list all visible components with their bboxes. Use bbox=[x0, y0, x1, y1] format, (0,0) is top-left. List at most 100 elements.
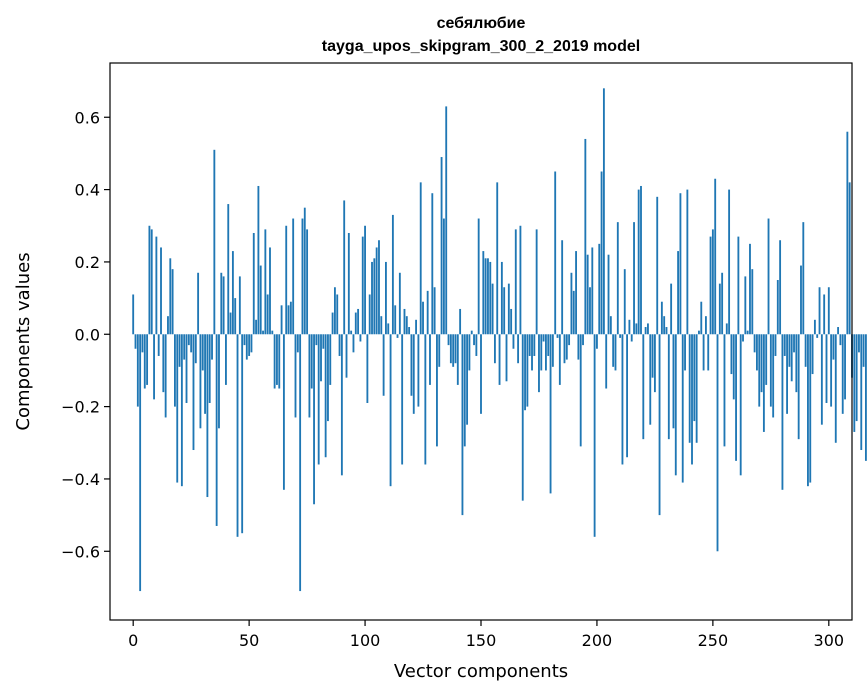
bar bbox=[266, 294, 269, 335]
bar bbox=[614, 334, 617, 371]
bar bbox=[684, 334, 686, 371]
bar bbox=[324, 334, 327, 458]
bar bbox=[686, 189, 689, 335]
bar bbox=[540, 334, 543, 371]
bar bbox=[691, 334, 693, 465]
bar bbox=[579, 334, 582, 447]
bar bbox=[591, 247, 594, 335]
bar bbox=[584, 138, 587, 335]
bar bbox=[366, 334, 369, 403]
bar bbox=[454, 334, 457, 364]
bar bbox=[146, 334, 149, 385]
bar bbox=[837, 327, 840, 335]
bar bbox=[445, 106, 448, 335]
bar bbox=[498, 334, 501, 385]
bar bbox=[524, 334, 526, 411]
bar bbox=[674, 334, 677, 476]
bar bbox=[241, 334, 244, 534]
bar bbox=[505, 334, 508, 382]
bar bbox=[222, 276, 225, 335]
bar bbox=[180, 334, 183, 487]
bar bbox=[656, 196, 659, 335]
bar bbox=[183, 334, 186, 360]
bar bbox=[721, 272, 724, 335]
y-tick-label: 0.4 bbox=[75, 181, 100, 200]
bar bbox=[401, 334, 404, 465]
bar bbox=[779, 240, 782, 335]
bar bbox=[410, 334, 413, 396]
bar bbox=[375, 247, 378, 335]
bar bbox=[535, 229, 538, 335]
bar bbox=[385, 261, 387, 335]
bar bbox=[711, 229, 714, 335]
bar bbox=[531, 334, 533, 371]
bar bbox=[732, 334, 735, 400]
bar bbox=[466, 334, 469, 425]
bar bbox=[204, 334, 206, 414]
bar bbox=[739, 334, 742, 476]
bar bbox=[582, 334, 584, 346]
bar bbox=[484, 258, 487, 335]
y-tick-label: −0.2 bbox=[61, 398, 100, 417]
bar bbox=[503, 287, 506, 335]
bar bbox=[519, 225, 522, 335]
bar bbox=[190, 334, 193, 353]
bar bbox=[718, 283, 721, 335]
bar bbox=[744, 276, 747, 335]
bar bbox=[600, 171, 603, 335]
bar bbox=[533, 334, 536, 356]
bar bbox=[858, 334, 860, 353]
bar bbox=[396, 334, 399, 338]
bar bbox=[436, 334, 438, 447]
bar bbox=[853, 334, 856, 432]
bar bbox=[630, 334, 633, 342]
bar bbox=[679, 193, 682, 335]
y-tick-label: 0.2 bbox=[75, 253, 100, 272]
bar bbox=[354, 312, 357, 335]
bar bbox=[616, 222, 619, 335]
bar bbox=[296, 334, 299, 353]
bar bbox=[387, 323, 390, 335]
bar bbox=[431, 193, 434, 335]
bar bbox=[811, 334, 814, 375]
bar bbox=[677, 251, 680, 335]
bar bbox=[788, 334, 791, 367]
bar bbox=[271, 330, 274, 335]
bar bbox=[315, 334, 318, 346]
bar bbox=[171, 269, 174, 335]
bar bbox=[461, 334, 464, 516]
bar bbox=[807, 334, 809, 487]
bar bbox=[637, 189, 640, 335]
bar bbox=[452, 334, 455, 367]
bar bbox=[178, 334, 181, 367]
bar bbox=[213, 149, 216, 335]
bar bbox=[160, 247, 162, 335]
bar bbox=[394, 305, 397, 335]
bar bbox=[473, 334, 475, 346]
bar bbox=[765, 334, 768, 385]
bar bbox=[709, 236, 712, 335]
bar bbox=[143, 334, 146, 389]
bar bbox=[331, 312, 334, 335]
bar bbox=[225, 334, 227, 385]
bar bbox=[380, 316, 383, 335]
x-tick-label: 50 bbox=[239, 631, 259, 650]
bar bbox=[419, 182, 422, 335]
bar bbox=[751, 269, 754, 335]
bar bbox=[141, 334, 144, 353]
bar bbox=[493, 334, 496, 364]
bar bbox=[278, 334, 281, 389]
bar bbox=[422, 301, 424, 335]
bar bbox=[547, 334, 550, 356]
bar bbox=[264, 229, 267, 335]
x-tick-label: 250 bbox=[698, 631, 729, 650]
bar bbox=[723, 334, 726, 447]
bar bbox=[252, 232, 255, 335]
bar bbox=[273, 334, 276, 389]
bar bbox=[357, 308, 360, 335]
bar bbox=[725, 323, 728, 335]
bar bbox=[825, 334, 828, 403]
bar bbox=[470, 330, 473, 335]
bar bbox=[292, 218, 295, 335]
bar bbox=[816, 334, 819, 338]
